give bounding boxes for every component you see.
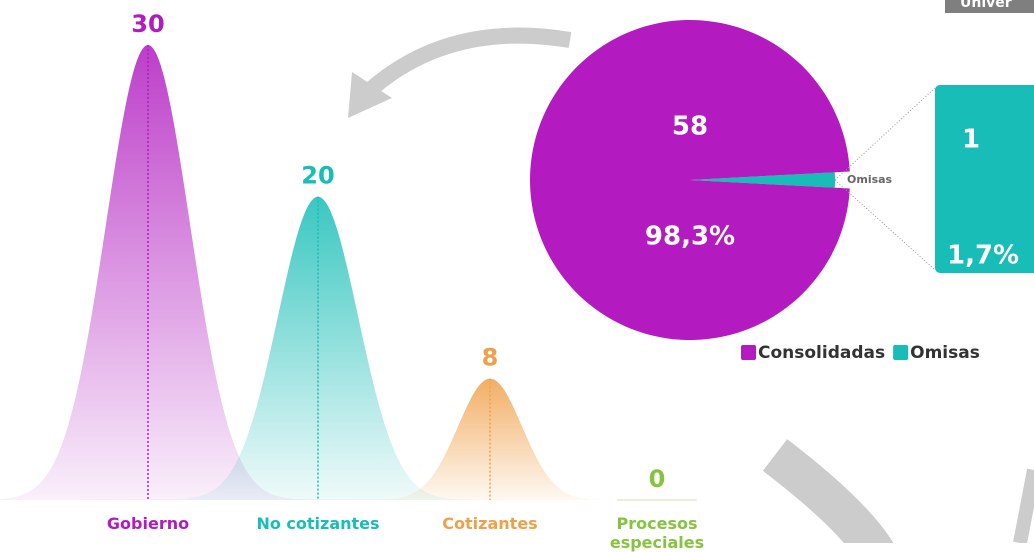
x-label: Procesos especiales — [609, 514, 705, 552]
bell — [0, 45, 410, 500]
value-label: 20 — [301, 162, 334, 190]
legend-label: Consolidadas — [758, 343, 885, 363]
bell — [64, 196, 572, 500]
pie-slice — [530, 19, 850, 340]
value-label: 58 — [672, 112, 708, 142]
detail-box — [935, 85, 1034, 273]
percent-label: 1,7% — [947, 241, 1019, 271]
arc-decoration — [1013, 468, 1034, 543]
value-label: 1 — [962, 125, 980, 155]
leader-line — [834, 179, 936, 271]
header-label: Univer — [960, 0, 1012, 11]
percent-label: 98,3% — [645, 222, 735, 252]
x-label: Cotizantes — [442, 514, 538, 533]
pie-slice — [690, 172, 836, 188]
legend-swatch — [893, 345, 909, 360]
x-label: No cotizantes — [256, 514, 380, 533]
header-box — [945, 0, 1034, 13]
arc-decoration — [762, 439, 894, 543]
legend-label: Omisas — [910, 343, 980, 363]
arrow-head — [348, 72, 392, 118]
value-label: 8 — [482, 344, 499, 372]
slice-annotation: Omisas — [847, 173, 893, 186]
legend-swatch — [741, 345, 756, 360]
value-label: 30 — [131, 10, 164, 38]
leader-line — [834, 87, 936, 181]
arrow-decoration — [364, 27, 572, 97]
value-label: 0 — [649, 465, 666, 493]
x-label: Gobierno — [106, 514, 190, 533]
